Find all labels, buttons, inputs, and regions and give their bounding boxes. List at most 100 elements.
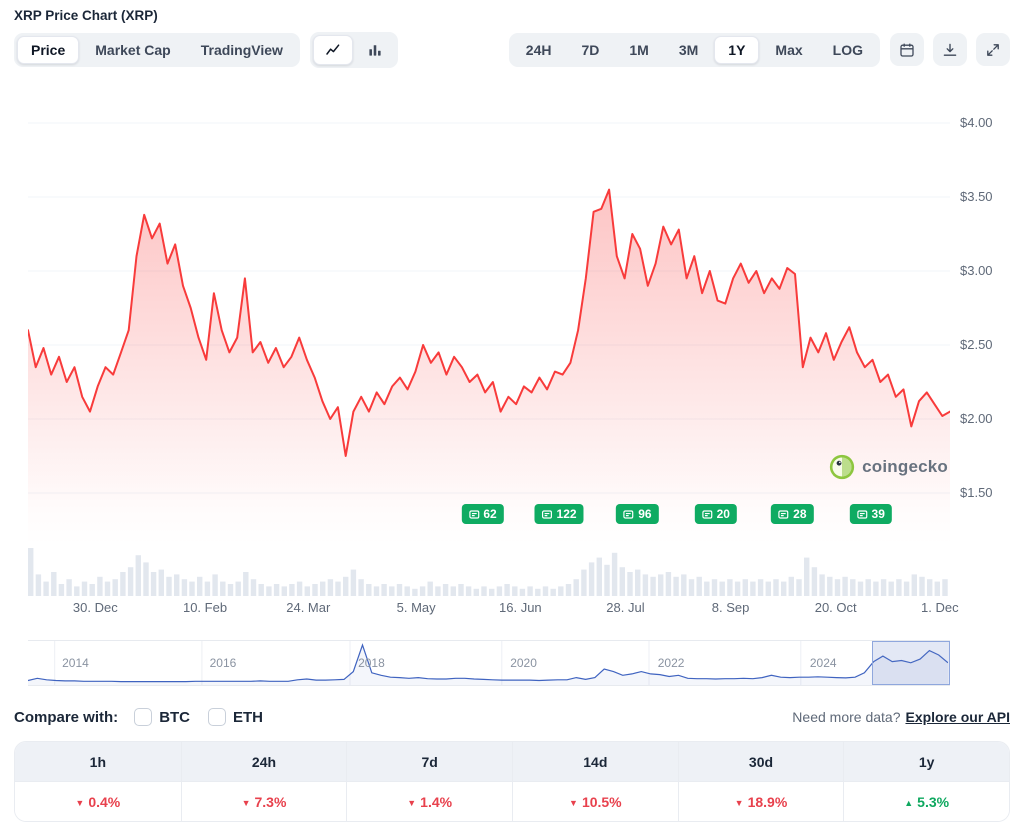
stats-column-header: 30d [677,742,844,781]
range-group: 24H 7D 1M 3M 1Y Max LOG [508,32,880,67]
tool-button-group [890,33,1010,66]
range-log[interactable]: LOG [819,36,877,64]
coingecko-gecko-icon [829,454,855,480]
x-axis-label: 20. Oct [814,600,857,615]
need-more-data-text: Need more data? [792,709,901,725]
event-marker-badge[interactable]: 122 [534,504,584,524]
event-marker-badge[interactable]: 96 [616,504,659,524]
navigator-sparkline [27,641,949,685]
triangle-down-icon: ▼ [241,798,251,808]
stats-column-header: 7d [346,742,512,781]
x-axis-label: 16. Jun [499,600,542,615]
stats-value-text: 0.4% [88,794,121,810]
stats-column-header: 24h [180,742,347,781]
fullscreen-button[interactable] [976,33,1010,66]
price-line-chart[interactable] [27,90,951,545]
toolbar-right: 24H 7D 1M 3M 1Y Max LOG [508,32,1010,67]
event-marker-count: 96 [638,507,652,521]
range-1m[interactable]: 1M [615,36,662,64]
y-axis-label: $3.00 [960,263,993,278]
news-icon [468,509,479,520]
x-axis-label: 1. Dec [921,600,959,615]
fullscreen-icon [985,42,1001,58]
volume-bars [28,546,950,596]
stats-column-header: 1h [89,754,106,770]
stats-value: ▼ 0.4% [15,781,181,821]
checkbox-icon [208,708,227,726]
stats-value: ▼ 18.9% [677,781,844,821]
stats-value: ▲ 5.3% [843,781,1009,821]
explore-api-link[interactable]: Explore our API [905,709,1010,725]
tab-tradingview[interactable]: TradingView [187,36,297,64]
tab-market-cap[interactable]: Market Cap [81,36,184,64]
stats-column-header: 14d [512,742,678,781]
range-7d[interactable]: 7D [567,36,613,64]
navigator-year-label: 2016 [209,656,237,670]
price-chart-area[interactable]: $4.00 $3.50 $3.00 $2.50 $2.00 $1.50 coingecko… [0,90,1024,545]
bar-chart-icon [367,42,383,58]
x-axis-label: 24. Mar [286,600,331,615]
news-icon [778,509,789,520]
event-marker-count: 122 [556,507,577,521]
compare-options: BTC ETH [134,708,263,726]
range-1y[interactable]: 1Y [714,35,760,64]
triangle-down-icon: ▼ [734,798,744,808]
y-axis-label: $4.00 [960,115,993,130]
triangle-down-icon: ▼ [75,798,85,808]
line-chart-icon [325,42,341,58]
range-max[interactable]: Max [761,36,816,64]
timeline-navigator[interactable]: 2014 2016 2018 2020 2022 2024 [27,640,950,686]
x-axis-label: 30. Dec [72,600,118,615]
compare-btc-checkbox[interactable]: BTC [134,708,190,726]
event-marker-badge[interactable]: 20 [694,504,737,524]
event-marker-badge[interactable]: 39 [849,504,892,524]
event-marker-count: 20 [716,507,730,521]
stats-value: ▼ 7.3% [180,781,347,821]
compare-eth-checkbox[interactable]: ETH [208,708,263,726]
stats-column-header: 1y [843,742,1009,781]
download-button[interactable] [933,33,967,66]
line-chart-button[interactable] [312,34,353,65]
navigator-year-label: 2020 [510,656,537,670]
page-title: XRP Price Chart (XRP) [14,8,158,23]
stats-value-text: 1.4% [420,794,453,810]
range-3m[interactable]: 3M [665,36,712,64]
news-icon [702,509,713,520]
news-icon [857,509,868,520]
coingecko-watermark: coingecko [829,454,948,480]
stats-value: ▼ 1.4% [346,781,512,821]
event-marker-count: 28 [793,507,807,521]
calendar-button[interactable] [890,33,924,66]
x-axis-label: 5. May [396,600,436,615]
download-icon [942,42,958,58]
tab-price[interactable]: Price [17,35,80,64]
x-axis-label: 28. Jul [606,600,645,615]
y-axis-label: $2.50 [960,337,993,352]
range-24h[interactable]: 24H [512,36,566,64]
stats-value-text: 18.9% [747,794,788,810]
triangle-down-icon: ▼ [407,798,417,808]
event-marker-badge[interactable]: 28 [771,504,814,524]
navigator-year-label: 2022 [657,656,685,670]
bar-chart-button[interactable] [355,35,395,65]
navigator-selection[interactable] [871,641,950,685]
news-icon [623,509,634,520]
compare-label: Compare with: [14,708,119,726]
compare-controls: Compare with: BTC ETH [14,708,263,726]
calendar-icon [899,42,915,58]
navigator-year-label: 2024 [809,656,837,670]
checkbox-icon [134,708,153,726]
event-marker-count: 62 [483,507,497,521]
event-marker-badge[interactable]: 62 [461,504,504,524]
stats-value-text: 5.3% [917,794,950,810]
stats-value-text: 7.3% [254,794,287,810]
y-axis-label: $1.50 [960,485,993,500]
api-callout: Need more data? Explore our API [792,709,1010,725]
y-axis-label: $2.00 [960,411,993,426]
stats-value: ▼ 10.5% [512,781,678,821]
price-change-header-row: 1h 24h 7d 14d 30d 1y [15,742,1009,781]
chart-toolbar: Price Market Cap TradingView 24H 7D 1M 3M 1Y Ma… [14,31,1010,68]
compare-option-label: ETH [233,708,264,726]
compare-option-label: BTC [159,708,191,726]
